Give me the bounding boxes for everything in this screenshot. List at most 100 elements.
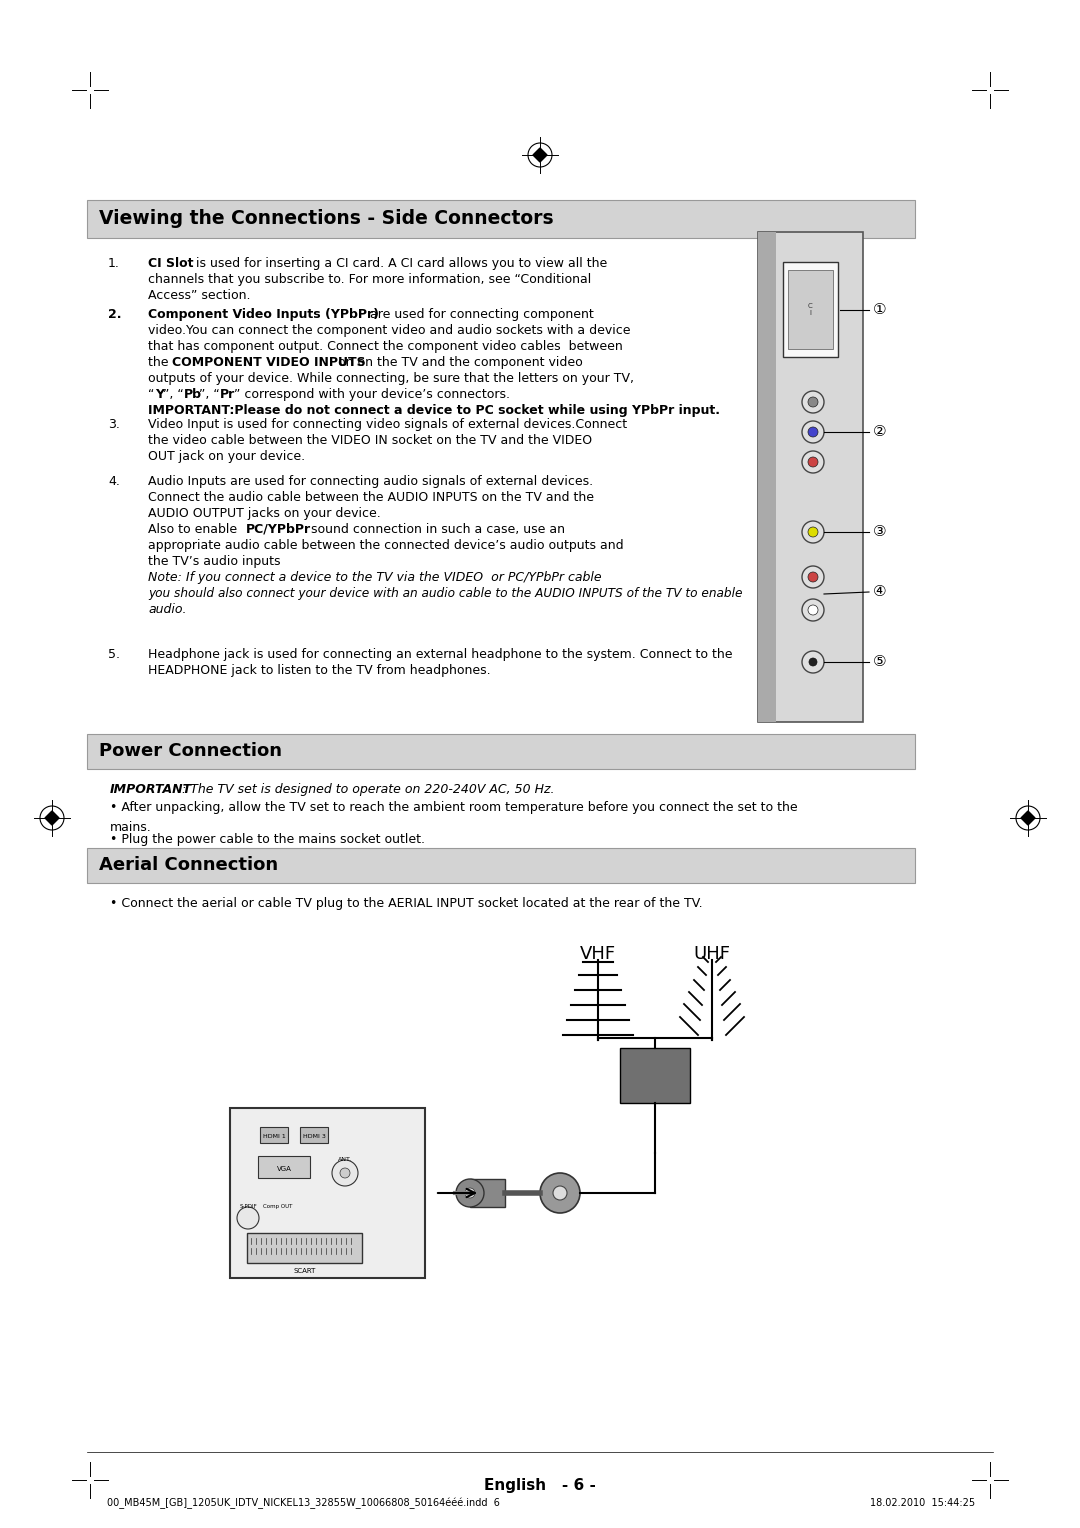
Text: Audio Inputs are used for connecting audio signals of external devices.: Audio Inputs are used for connecting aud…	[148, 475, 593, 487]
Circle shape	[808, 426, 818, 437]
Circle shape	[340, 1167, 350, 1178]
Text: 4.: 4.	[108, 475, 120, 487]
Text: 3.: 3.	[108, 419, 120, 431]
Text: ③: ③	[873, 524, 887, 539]
Circle shape	[808, 605, 818, 614]
Bar	[260, 1128, 288, 1143]
Text: : The TV set is designed to operate on 220-240V AC, 50 Hz.: : The TV set is designed to operate on 2…	[183, 782, 554, 796]
Text: PC/YPbPr: PC/YPbPr	[246, 523, 311, 536]
Text: IMPORTANT: IMPORTANT	[110, 782, 192, 796]
Text: Note: If you connect a device to the TV via the VIDEO  or PC/YPbPr cable: Note: If you connect a device to the TV …	[148, 571, 602, 584]
FancyBboxPatch shape	[758, 232, 863, 723]
Text: HDMI 1: HDMI 1	[262, 1134, 285, 1138]
Text: Access” section.: Access” section.	[148, 289, 251, 303]
Bar	[258, 1157, 310, 1178]
Bar	[230, 1108, 426, 1277]
Circle shape	[456, 1180, 484, 1207]
Text: appropriate audio cable between the connected device’s audio outputs and: appropriate audio cable between the conn…	[148, 539, 623, 552]
Circle shape	[540, 1174, 580, 1213]
Bar	[758, 232, 777, 723]
Circle shape	[465, 1187, 475, 1198]
FancyBboxPatch shape	[87, 733, 915, 769]
Bar	[783, 261, 838, 358]
Text: Video Input is used for connecting video signals of external devices.Connect: Video Input is used for connecting video…	[148, 419, 627, 431]
Text: Connect the audio cable between the AUDIO INPUTS on the TV and the: Connect the audio cable between the AUDI…	[148, 490, 594, 504]
Text: ⑤: ⑤	[873, 654, 887, 669]
Text: outputs of your device. While connecting, be sure that the letters on your TV,: outputs of your device. While connecting…	[148, 371, 634, 385]
Circle shape	[808, 397, 818, 406]
Text: 18.02.2010  15:44:25: 18.02.2010 15:44:25	[870, 1497, 975, 1508]
Text: mains.: mains.	[110, 821, 152, 834]
Bar	[788, 270, 833, 348]
Text: 1.: 1.	[108, 257, 120, 270]
Text: English   - 6 -: English - 6 -	[484, 1478, 596, 1493]
Text: video.You can connect the component video and audio sockets with a device: video.You can connect the component vide…	[148, 324, 631, 338]
Text: VGA: VGA	[276, 1166, 292, 1172]
Text: Y: Y	[156, 388, 164, 400]
Text: ④: ④	[873, 585, 887, 599]
Polygon shape	[534, 148, 546, 162]
Text: CI Slot: CI Slot	[148, 257, 193, 270]
Text: 00_MB45M_[GB]_1205UK_IDTV_NICKEL13_32855W_10066808_50164ééé.indd  6: 00_MB45M_[GB]_1205UK_IDTV_NICKEL13_32855…	[107, 1497, 500, 1510]
Text: • After unpacking, allow the TV set to reach the ambient room temperature before: • After unpacking, allow the TV set to r…	[110, 801, 798, 814]
Circle shape	[802, 422, 824, 443]
Circle shape	[553, 1186, 567, 1199]
Text: “: “	[148, 388, 154, 400]
Text: audio.: audio.	[148, 604, 187, 616]
Text: C
I: C I	[808, 303, 813, 316]
Circle shape	[802, 451, 824, 474]
Text: VHF: VHF	[580, 944, 616, 963]
Circle shape	[808, 571, 818, 582]
Text: Pb: Pb	[184, 388, 202, 400]
Circle shape	[332, 1160, 357, 1186]
Circle shape	[809, 659, 816, 666]
Text: • Plug the power cable to the mains socket outlet.: • Plug the power cable to the mains sock…	[110, 833, 426, 847]
Text: HEADPHONE jack to listen to the TV from headphones.: HEADPHONE jack to listen to the TV from …	[148, 665, 490, 677]
Circle shape	[802, 599, 824, 620]
Text: Headphone jack is used for connecting an external headphone to the system. Conne: Headphone jack is used for connecting an…	[148, 648, 732, 662]
FancyBboxPatch shape	[87, 848, 915, 883]
Text: the: the	[148, 356, 173, 368]
Text: is used for inserting a CI card. A CI card allows you to view all the: is used for inserting a CI card. A CI ca…	[192, 257, 607, 270]
Text: ”, “: ”, “	[163, 388, 184, 400]
Text: OUT jack on your device.: OUT jack on your device.	[148, 451, 306, 463]
Text: ②: ②	[873, 425, 887, 440]
Text: the TV’s audio inputs: the TV’s audio inputs	[148, 555, 281, 568]
Text: SCART: SCART	[294, 1268, 315, 1274]
Text: • Connect the aerial or cable TV plug to the AERIAL INPUT socket located at the : • Connect the aerial or cable TV plug to…	[110, 897, 703, 911]
Circle shape	[802, 521, 824, 542]
Text: are used for connecting component: are used for connecting component	[366, 309, 594, 321]
Text: the video cable between the VIDEO IN socket on the TV and the VIDEO: the video cable between the VIDEO IN soc…	[148, 434, 592, 448]
Circle shape	[808, 457, 818, 468]
Text: Power Connection: Power Connection	[99, 743, 282, 761]
Text: ANT.: ANT.	[338, 1157, 352, 1161]
Text: Component Video Inputs (YPbPr): Component Video Inputs (YPbPr)	[148, 309, 379, 321]
Circle shape	[808, 527, 818, 536]
Text: Also to enable: Also to enable	[148, 523, 241, 536]
Bar	[620, 1048, 690, 1103]
Text: 2.: 2.	[108, 309, 121, 321]
Text: HDMI 3: HDMI 3	[302, 1134, 325, 1138]
Text: IMPORTANT:Please do not connect a device to PC socket while using YPbPr input.: IMPORTANT:Please do not connect a device…	[148, 403, 720, 417]
Text: S-PDIF: S-PDIF	[239, 1204, 257, 1209]
Text: UHF: UHF	[693, 944, 730, 963]
Bar	[470, 1180, 505, 1207]
Circle shape	[802, 565, 824, 588]
Text: on on the TV and the component video: on on the TV and the component video	[334, 356, 583, 368]
Bar	[300, 1128, 328, 1143]
Text: channels that you subscribe to. For more information, see “Conditional: channels that you subscribe to. For more…	[148, 274, 591, 286]
Text: ” correspond with your device’s connectors.: ” correspond with your device’s connecto…	[234, 388, 510, 400]
Text: COMPONENT VIDEO INPUTS: COMPONENT VIDEO INPUTS	[172, 356, 366, 368]
Polygon shape	[45, 811, 59, 825]
Bar	[247, 1233, 362, 1264]
Text: you should also connect your device with an audio cable to the AUDIO INPUTS of t: you should also connect your device with…	[148, 587, 743, 601]
Text: Pr: Pr	[220, 388, 235, 400]
Text: that has component output. Connect the component video cables  between: that has component output. Connect the c…	[148, 341, 623, 353]
Circle shape	[237, 1207, 259, 1229]
FancyBboxPatch shape	[87, 200, 915, 238]
Text: ①: ①	[873, 303, 887, 318]
Text: sound connection in such a case, use an: sound connection in such a case, use an	[307, 523, 565, 536]
Polygon shape	[1021, 811, 1035, 825]
Text: 5.: 5.	[108, 648, 120, 662]
Text: Viewing the Connections - Side Connectors: Viewing the Connections - Side Connector…	[99, 209, 554, 229]
